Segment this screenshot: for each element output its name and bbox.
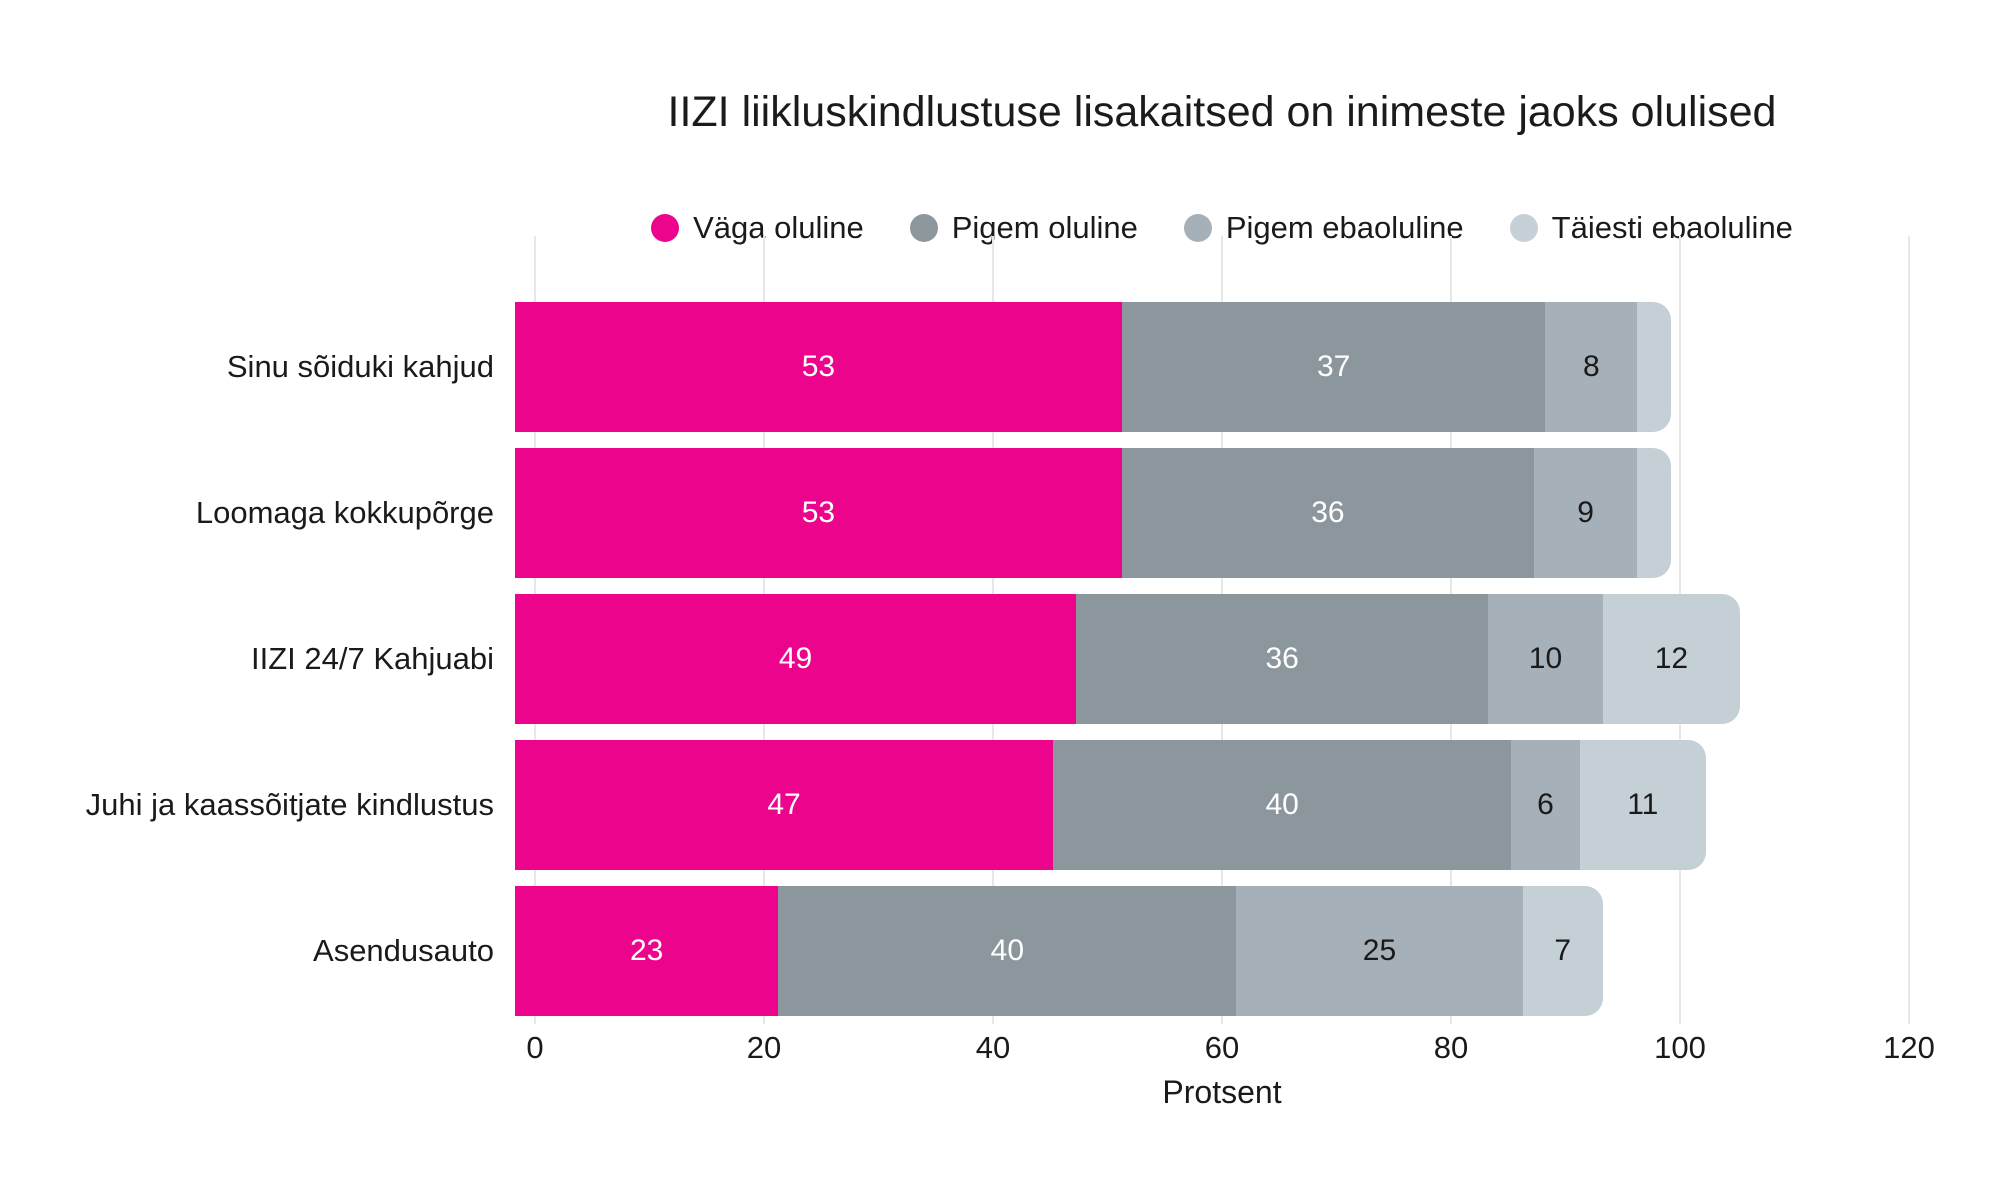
x-axis-tick-label: 20 — [746, 1030, 782, 1065]
legend-label: Pigem oluline — [951, 210, 1138, 245]
bar-track: 47 40 6 11 — [515, 740, 1889, 870]
x-axis-tick-label: 80 — [1433, 1030, 1469, 1065]
category-label: Sinu sõiduki kahjud — [226, 349, 494, 384]
bar-segment: 10 — [1488, 594, 1603, 724]
bar-segment-value: 47 — [767, 788, 801, 821]
bar-track: 53 36 9 — [515, 448, 1889, 578]
bar-segment: 47 — [515, 740, 1054, 870]
bar-segment-value: 6 — [1537, 788, 1554, 821]
bar-segment-value: 49 — [778, 642, 813, 675]
x-axis-tick-label: 60 — [1204, 1030, 1240, 1065]
legend-swatch-icon — [909, 214, 938, 242]
bar-segment: 12 — [1602, 594, 1741, 724]
bar-segment: 53 — [515, 448, 1122, 578]
bar-segment: 49 — [515, 594, 1077, 724]
bar-segment-value: 37 — [1316, 350, 1351, 383]
bar-segment-value: 40 — [990, 934, 1025, 967]
bar-row: IIZI 24/7 Kahjuabi 49 36 10 12 — [0, 586, 2000, 732]
plot-rows: Sinu sõiduki kahjud 53 37 8 Loomaga kokkupõr… — [0, 294, 2000, 1024]
legend-item: Pigem oluline — [909, 210, 1138, 246]
legend-swatch-icon — [1183, 214, 1212, 242]
bar-segment-value: 53 — [801, 496, 836, 529]
bar-segment: 7 — [1522, 886, 1603, 1016]
legend: Väga oluline Pigem oluline Pigem ebaolulin… — [435, 204, 2000, 252]
bar-segment-value: 23 — [629, 934, 664, 967]
bar-segment-value: 53 — [801, 350, 836, 383]
x-axis-ticks: 0 20 40 60 80 100 120 — [526, 1030, 1934, 1070]
category-label: Asendusauto — [313, 933, 494, 968]
bar-row: Sinu sõiduki kahjud 53 37 8 — [0, 294, 2000, 440]
bar-segment: 40 — [778, 886, 1237, 1016]
bar-segment: 36 — [1121, 448, 1535, 578]
bar-track: 23 40 25 7 — [515, 886, 1889, 1016]
bar-segment: 11 — [1579, 740, 1706, 870]
bar-segment — [1637, 302, 1672, 432]
bar-segment-value: 7 — [1554, 934, 1571, 967]
legend-swatch-icon — [1509, 214, 1538, 242]
bar-segment-value: 40 — [1265, 788, 1299, 821]
chart-title: IIZI liikluskindlustuse lisakaitsed on i… — [667, 88, 1777, 136]
bar-segment-value: 8 — [1582, 350, 1600, 383]
bar-segment-value: 11 — [1627, 788, 1659, 821]
bar-segment: 6 — [1511, 740, 1580, 870]
legend-swatch-icon — [651, 214, 680, 242]
legend-item: Täiesti ebaoluline — [1509, 210, 1793, 246]
legend-label: Pigem ebaoluline — [1225, 210, 1464, 245]
bar-segment: 23 — [515, 886, 779, 1016]
category-label: Juhi ja kaassõitjate kindlustus — [85, 787, 494, 822]
legend-label: Täiesti ebaoluline — [1551, 210, 1793, 245]
bar-segment: 40 — [1053, 740, 1512, 870]
bar-segment: 53 — [515, 302, 1122, 432]
bar-row: Loomaga kokkupõrge 53 36 9 — [0, 440, 2000, 586]
bar-track: 53 37 8 — [515, 302, 1889, 432]
bar-track: 49 36 10 12 — [515, 594, 1889, 724]
legend-item: Väga oluline — [651, 210, 864, 246]
bar-segment: 9 — [1534, 448, 1638, 578]
bar-segment: 36 — [1076, 594, 1489, 724]
x-axis-tick-label: 120 — [1883, 1030, 1935, 1065]
legend-item: Pigem ebaoluline — [1183, 210, 1464, 246]
bar-segment-value: 12 — [1654, 642, 1689, 675]
bar-segment-value: 36 — [1311, 496, 1345, 529]
category-label: IIZI 24/7 Kahjuabi — [251, 641, 494, 676]
bar-segment-value: 36 — [1265, 642, 1299, 675]
x-axis-tick-label: 0 — [526, 1030, 544, 1065]
bar-row: Juhi ja kaassõitjate kindlustus 47 40 6 11 — [0, 732, 2000, 878]
legend-label: Väga oluline — [693, 210, 864, 245]
bar-segment: 25 — [1236, 886, 1523, 1016]
bar-segment-value: 9 — [1577, 496, 1594, 529]
category-label: Loomaga kokkupõrge — [195, 495, 494, 530]
x-axis-tick-label: 100 — [1654, 1030, 1706, 1065]
bar-row: Asendusauto 23 40 25 7 — [0, 878, 2000, 1024]
bar-segment — [1637, 448, 1672, 578]
x-axis-tick-label: 40 — [975, 1030, 1011, 1065]
bar-segment: 8 — [1545, 302, 1638, 432]
x-axis-label: Protsent — [1162, 1074, 1282, 1110]
bar-segment: 37 — [1121, 302, 1546, 432]
bar-segment-value: 25 — [1362, 934, 1397, 967]
bar-segment-value: 10 — [1528, 642, 1563, 675]
gridline — [1908, 236, 1910, 1024]
